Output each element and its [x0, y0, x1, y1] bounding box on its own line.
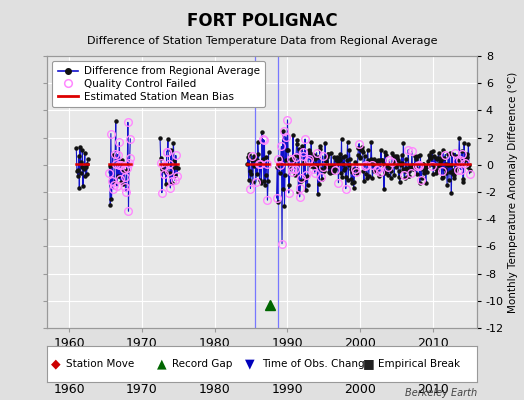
Text: Time of Obs. Change: Time of Obs. Change	[262, 359, 371, 369]
Text: 1990: 1990	[271, 383, 303, 396]
Text: 1980: 1980	[199, 383, 231, 396]
Text: 1970: 1970	[126, 383, 158, 396]
Text: 1960: 1960	[53, 383, 85, 396]
Text: 2000: 2000	[344, 383, 376, 396]
Text: Berkeley Earth: Berkeley Earth	[405, 388, 477, 398]
Legend: Difference from Regional Average, Quality Control Failed, Estimated Station Mean: Difference from Regional Average, Qualit…	[52, 61, 265, 107]
Text: Station Move: Station Move	[67, 359, 135, 369]
Text: 2010: 2010	[417, 383, 449, 396]
Y-axis label: Monthly Temperature Anomaly Difference (°C): Monthly Temperature Anomaly Difference (…	[508, 71, 518, 313]
Text: ◆: ◆	[51, 358, 61, 370]
Text: ▼: ▼	[245, 358, 255, 370]
Text: Difference of Station Temperature Data from Regional Average: Difference of Station Temperature Data f…	[87, 36, 437, 46]
Text: Empirical Break: Empirical Break	[378, 359, 460, 369]
Text: ■: ■	[363, 358, 375, 370]
Text: Record Gap: Record Gap	[172, 359, 232, 369]
Text: ▲: ▲	[157, 358, 166, 370]
Text: FORT POLIGNAC: FORT POLIGNAC	[187, 12, 337, 30]
